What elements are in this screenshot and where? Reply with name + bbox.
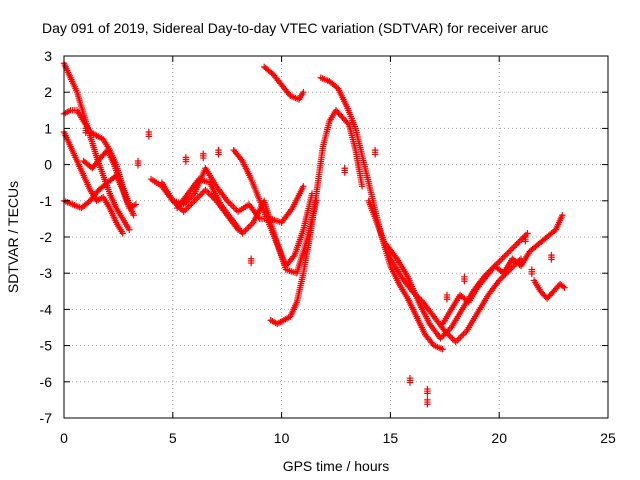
data-point bbox=[528, 270, 536, 278]
data-point bbox=[341, 169, 348, 176]
data-point bbox=[508, 245, 516, 253]
data-point bbox=[202, 186, 209, 194]
data-point bbox=[455, 335, 462, 343]
y-tick-label: 2 bbox=[44, 84, 52, 100]
data-point bbox=[203, 188, 211, 195]
data-point bbox=[182, 158, 190, 165]
data-point bbox=[228, 202, 236, 209]
data-point bbox=[183, 205, 190, 212]
data-point bbox=[182, 206, 189, 214]
data-point bbox=[499, 255, 506, 262]
data-point bbox=[561, 284, 568, 291]
data-point bbox=[548, 256, 555, 263]
data-point bbox=[371, 151, 379, 158]
data-point bbox=[424, 401, 431, 408]
data-point bbox=[227, 200, 234, 208]
x-tick-label: 5 bbox=[169, 430, 177, 446]
data-point bbox=[215, 151, 222, 158]
data-point bbox=[199, 189, 206, 197]
data-point bbox=[559, 283, 567, 290]
x-tick-label: 25 bbox=[600, 430, 616, 446]
data-point bbox=[206, 191, 214, 198]
data-point bbox=[134, 162, 142, 169]
y-axis-label: SDTVAR / TECUs bbox=[5, 181, 21, 293]
data-point bbox=[505, 248, 513, 256]
data-point bbox=[510, 244, 517, 251]
y-tick-label: -5 bbox=[40, 338, 53, 354]
data-points bbox=[60, 60, 568, 408]
data-point bbox=[511, 242, 519, 249]
y-tick-label: -4 bbox=[40, 301, 53, 317]
data-point bbox=[497, 256, 505, 263]
x-tick-label: 15 bbox=[383, 430, 399, 446]
data-point bbox=[559, 212, 566, 219]
y-tick-label: -3 bbox=[40, 265, 53, 281]
data-point bbox=[197, 191, 204, 198]
data-point bbox=[504, 250, 511, 257]
y-tick-label: 1 bbox=[44, 120, 52, 136]
x-tick-label: 0 bbox=[60, 430, 68, 446]
x-tick-label: 10 bbox=[274, 430, 290, 446]
data-point bbox=[452, 338, 459, 346]
data-point bbox=[243, 225, 251, 232]
data-point bbox=[514, 239, 522, 246]
data-point bbox=[145, 133, 153, 140]
axis-ticks bbox=[63, 55, 609, 419]
y-tick-label: 3 bbox=[44, 48, 52, 64]
data-point bbox=[496, 258, 503, 265]
data-point bbox=[300, 183, 307, 190]
x-axis-label: GPS time / hours bbox=[283, 458, 390, 474]
chart-title: Day 091 of 2019, Sidereal Day-to-day VTE… bbox=[42, 20, 548, 36]
data-point bbox=[522, 238, 529, 245]
data-point bbox=[245, 223, 252, 231]
data-point bbox=[358, 183, 366, 190]
data-point bbox=[119, 230, 126, 237]
data-point bbox=[247, 222, 254, 229]
data-point bbox=[132, 201, 140, 208]
x-tick-label: 20 bbox=[491, 430, 507, 446]
data-point bbox=[500, 253, 508, 260]
data-point bbox=[300, 89, 307, 96]
data-point bbox=[424, 390, 431, 397]
data-point bbox=[242, 227, 249, 234]
y-tick-label: -2 bbox=[40, 229, 53, 245]
data-point bbox=[454, 337, 461, 344]
data-point bbox=[439, 346, 446, 353]
data-point bbox=[344, 120, 351, 127]
y-tick-label: -7 bbox=[40, 410, 53, 426]
y-tick-label: 0 bbox=[44, 157, 52, 173]
data-point bbox=[130, 212, 137, 219]
data-point bbox=[443, 296, 451, 303]
data-point bbox=[524, 230, 531, 237]
data-point bbox=[447, 334, 455, 341]
data-point bbox=[82, 129, 89, 136]
data-point bbox=[205, 189, 212, 197]
data-point bbox=[406, 379, 414, 386]
grid bbox=[64, 56, 608, 418]
data-point bbox=[513, 241, 520, 248]
data-point bbox=[230, 203, 237, 211]
data-point bbox=[247, 259, 255, 267]
data-point bbox=[507, 247, 514, 254]
data-point bbox=[502, 251, 509, 259]
data-point bbox=[461, 277, 468, 285]
data-point bbox=[449, 335, 456, 343]
data-point bbox=[516, 237, 523, 245]
data-point bbox=[200, 154, 207, 162]
data-point bbox=[126, 226, 133, 233]
y-tick-label: -1 bbox=[40, 193, 53, 209]
data-point bbox=[458, 332, 466, 339]
data-point bbox=[180, 208, 187, 215]
y-tick-label: -6 bbox=[40, 374, 53, 390]
data-point bbox=[457, 334, 464, 341]
data-point bbox=[460, 331, 467, 338]
